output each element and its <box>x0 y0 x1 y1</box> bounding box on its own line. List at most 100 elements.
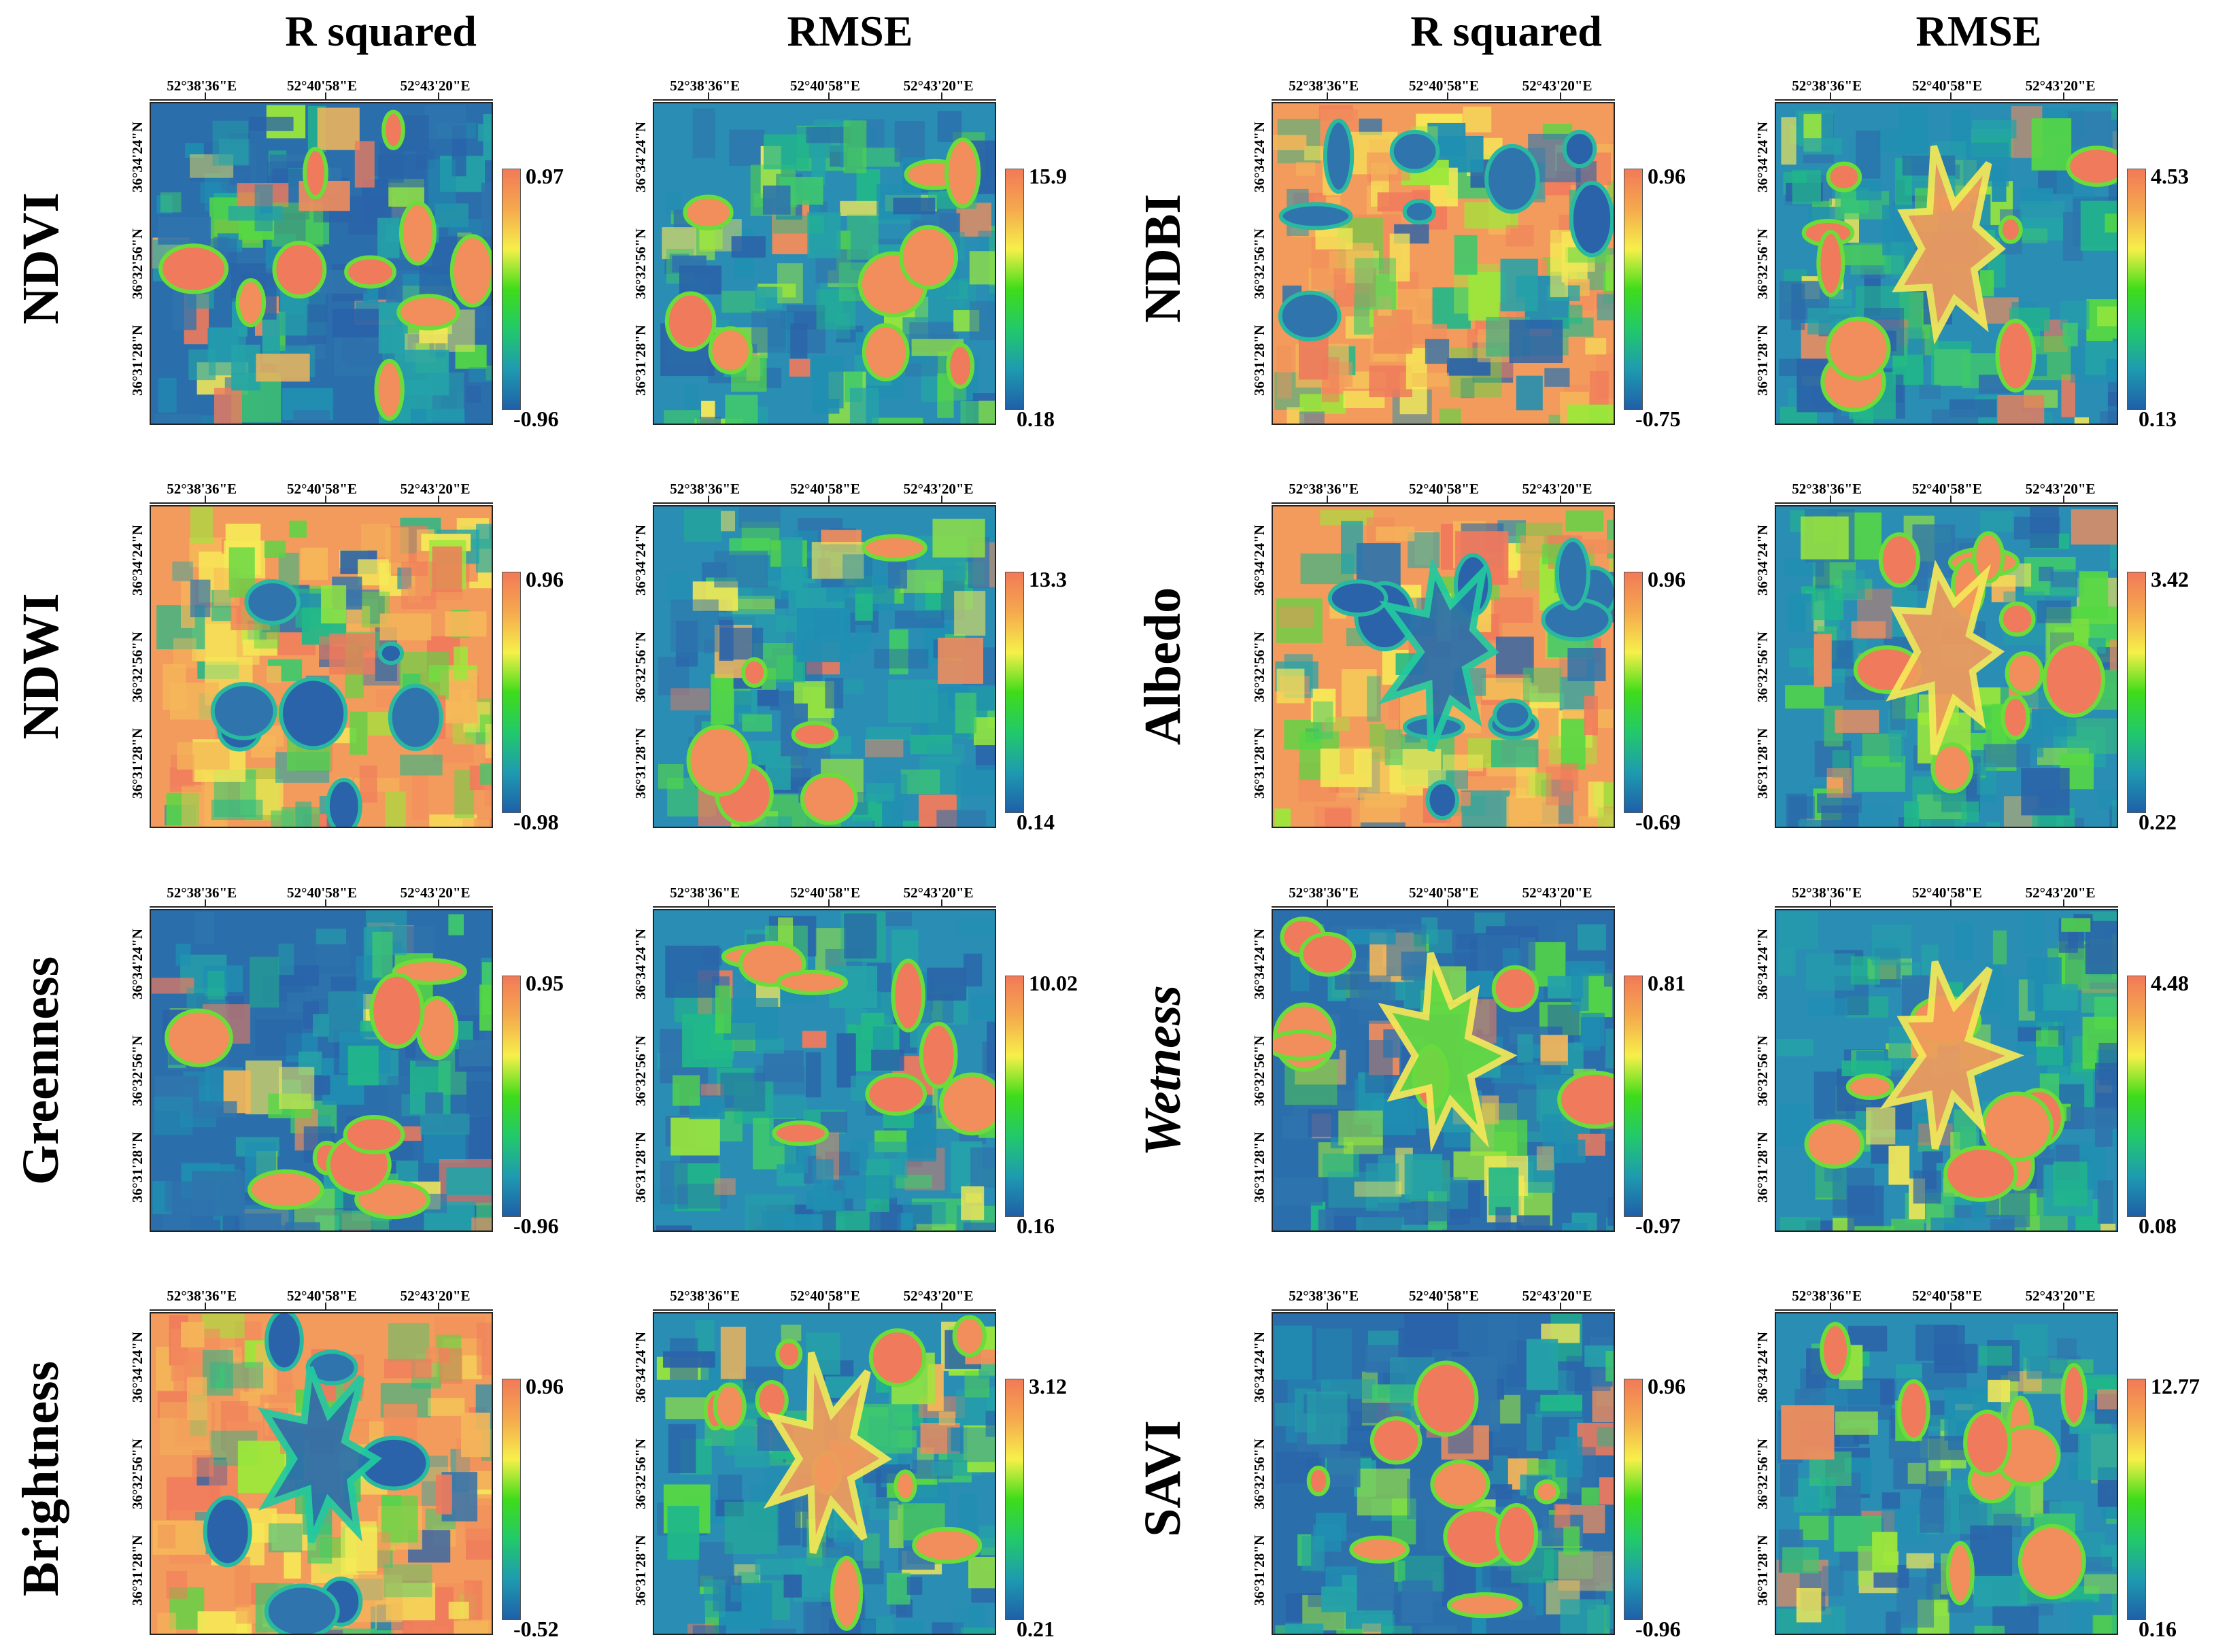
map-cell <box>235 1557 251 1608</box>
map-cell <box>1273 135 1307 150</box>
map-cell <box>1555 1436 1583 1478</box>
colorbar-min-label: 0.22 <box>2139 810 2177 834</box>
map-cell <box>212 120 249 166</box>
header-rmse-left: RMSE <box>787 7 913 55</box>
map-cell <box>462 819 490 827</box>
map-cell <box>1980 510 2014 532</box>
map-cell <box>278 943 294 976</box>
map-hotspot <box>1557 1070 1614 1129</box>
latitude-label: 36°34'24"N <box>129 928 146 999</box>
map-hotspot <box>392 958 467 985</box>
map-hotspot <box>2066 145 2117 187</box>
longitude-label: 52°43'20"E <box>2025 884 2096 901</box>
map-cell <box>954 591 986 636</box>
map-cell <box>1811 588 1844 621</box>
map-cell <box>1550 243 1569 298</box>
longitude-label: 52°38'36"E <box>1289 1288 1359 1304</box>
map-cell <box>777 263 803 304</box>
map-cell <box>1536 1146 1554 1171</box>
map-cell <box>1276 668 1305 704</box>
map-hotspot <box>303 146 328 200</box>
map-cell <box>887 562 907 589</box>
map-cell <box>424 1133 466 1163</box>
latitude-label: 36°34'24"N <box>1251 928 1267 999</box>
map-cell <box>424 105 466 139</box>
map-cell <box>154 413 201 424</box>
map-cell <box>885 911 912 926</box>
colorbar-max-label: 0.96 <box>526 1374 564 1398</box>
latitude-label: 36°32'56"N <box>1754 1035 1771 1106</box>
map-hotspot <box>343 1115 405 1155</box>
longitude-tick <box>1560 1303 1562 1309</box>
map-cell <box>420 1113 470 1135</box>
map-hotspot <box>772 1120 829 1146</box>
map-cell <box>1461 378 1475 398</box>
map-cell <box>2092 1615 2117 1634</box>
map-hotspot <box>2042 641 2106 718</box>
longitude-label: 52°38'36"E <box>670 1288 740 1304</box>
map-cell <box>1778 911 1818 949</box>
map-cell <box>248 116 294 131</box>
longitude-tick <box>1560 92 1562 99</box>
map-cell <box>2071 509 2117 545</box>
map-cell <box>279 1067 315 1109</box>
map-cell <box>202 1349 233 1396</box>
map-cell <box>347 1046 379 1086</box>
map-cell <box>1298 337 1329 380</box>
raster-map-image <box>151 506 492 827</box>
map-cell <box>969 301 995 341</box>
map-cell <box>190 154 234 178</box>
map-cell <box>663 1351 715 1368</box>
map-cell <box>160 192 182 213</box>
raster-map <box>150 1312 493 1635</box>
colorbar-min-label: 0.16 <box>2139 1617 2177 1641</box>
map-cell <box>1544 368 1570 387</box>
map-cell <box>1792 170 1821 205</box>
map-cell <box>847 214 879 260</box>
map-cell <box>320 585 347 624</box>
map-cell <box>1841 1060 1891 1077</box>
longitude-tick <box>941 899 943 906</box>
map-cell <box>670 688 710 710</box>
map-cell <box>2031 118 2072 171</box>
map-hotspot <box>164 1008 233 1067</box>
map-cell <box>194 912 214 944</box>
header-rmse-right: RMSE <box>1915 7 2042 55</box>
map-cell <box>1516 1215 1550 1231</box>
raster-map-image <box>1776 1313 2117 1634</box>
map-cell <box>486 365 492 381</box>
map-cell <box>927 743 965 763</box>
map-cell <box>805 1052 821 1098</box>
map-central-feature <box>763 1352 892 1554</box>
longitude-label: 52°43'20"E <box>400 78 471 94</box>
longitude-tick <box>1949 496 1952 502</box>
map-cell <box>377 154 426 188</box>
map-cell <box>1325 808 1352 827</box>
map-cell <box>1420 1625 1458 1634</box>
map-cell <box>446 1167 492 1195</box>
map-cell <box>1398 1328 1432 1358</box>
map-cell <box>715 985 732 1034</box>
map-cell <box>763 1050 804 1082</box>
latitude-label: 36°32'56"N <box>129 228 146 299</box>
map-cell <box>968 1556 995 1589</box>
map-hotspot <box>664 291 717 352</box>
map-cell <box>2109 639 2117 671</box>
map-cell <box>668 1424 696 1473</box>
map-cell <box>1274 1325 1312 1380</box>
map-cell <box>1364 793 1407 808</box>
map-cell <box>725 394 758 424</box>
map-cell <box>692 108 715 158</box>
map-cell <box>254 184 273 232</box>
map-cell <box>1801 516 1849 560</box>
longitude-label: 52°38'36"E <box>670 884 740 901</box>
map-cell <box>1842 570 1865 600</box>
map-cell <box>932 519 985 558</box>
longitude-tick <box>1326 92 1328 99</box>
longitude-label: 52°40'58"E <box>790 78 860 94</box>
map-cell <box>271 810 294 827</box>
map-cell <box>1791 283 1805 330</box>
map-cell <box>1299 411 1325 424</box>
latitude-label: 36°31'28"N <box>632 324 649 396</box>
map-hotspot <box>2005 651 2044 696</box>
